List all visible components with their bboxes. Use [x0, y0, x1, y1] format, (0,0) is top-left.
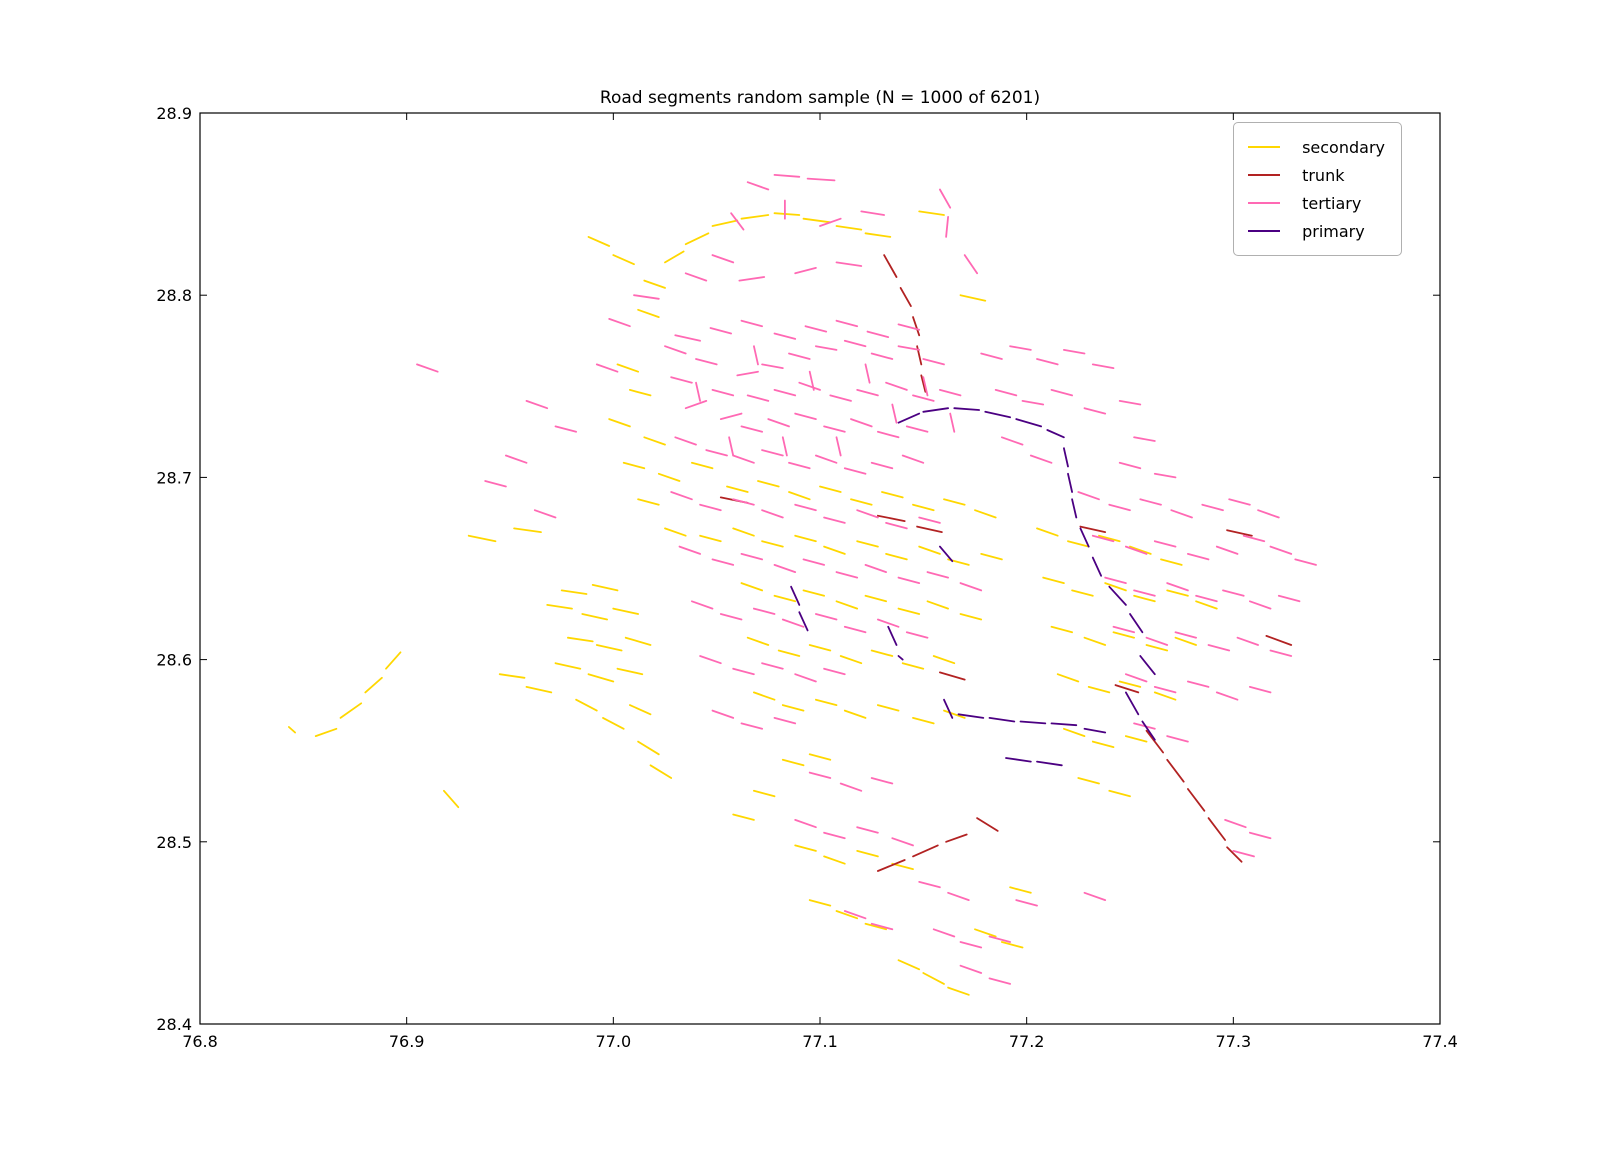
y-tick-label: 28.6 — [156, 651, 192, 670]
legend-item-tertiary: tertiary — [1248, 189, 1385, 217]
y-tick-label: 28.9 — [156, 104, 192, 123]
legend-line-icon — [1248, 146, 1281, 148]
x-tick-label: 76.9 — [389, 1032, 425, 1051]
legend-label: trunk — [1302, 165, 1345, 185]
chart-title: Road segments random sample (N = 1000 of… — [599, 88, 1041, 108]
legend-line-icon — [1248, 202, 1281, 204]
legend-label: secondary — [1302, 137, 1385, 157]
y-tick-label: 28.8 — [156, 286, 192, 305]
x-tick-label: 77.4 — [1422, 1032, 1458, 1051]
series-primary — [790, 407, 1156, 767]
legend-item-primary: primary — [1248, 217, 1385, 245]
y-tick-label: 28.5 — [156, 833, 192, 852]
legend-line-icon — [1248, 174, 1281, 176]
legend-label: primary — [1302, 221, 1365, 241]
x-tick-label: 77.1 — [802, 1032, 838, 1051]
series-trunk — [719, 254, 1293, 872]
legend-item-secondary: secondary — [1248, 133, 1385, 161]
legend-line-icon — [1248, 230, 1281, 232]
series-tertiary — [416, 173, 1317, 985]
y-tick-label: 28.7 — [156, 468, 192, 487]
x-tick-label: 77.0 — [596, 1032, 632, 1051]
axis-ticks — [199, 112, 1441, 1025]
x-tick-label: 76.8 — [182, 1032, 218, 1051]
x-tick-label: 77.3 — [1216, 1032, 1252, 1051]
y-tick-label: 28.4 — [156, 1015, 192, 1034]
legend: secondary trunk tertiary primary — [1233, 122, 1402, 256]
series-secondary — [287, 210, 1218, 996]
legend-item-trunk: trunk — [1248, 161, 1385, 189]
legend-label: tertiary — [1302, 193, 1362, 213]
x-tick-label: 77.2 — [1009, 1032, 1045, 1051]
